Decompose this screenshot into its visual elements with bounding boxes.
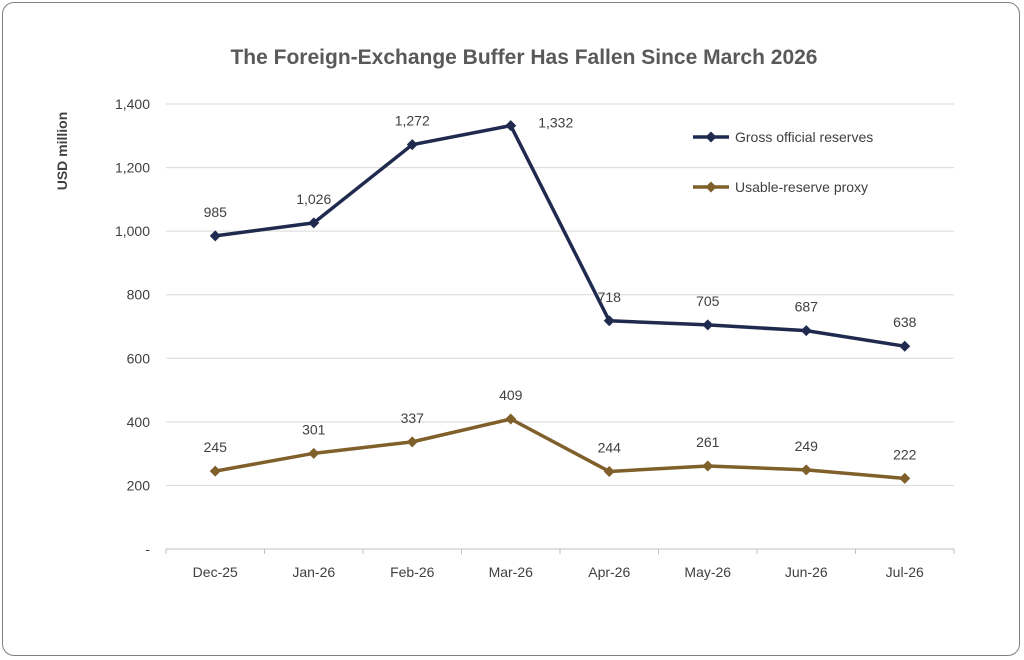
y-tick-label: 1,000 — [115, 223, 150, 239]
series-line — [213, 417, 907, 481]
legend-marker — [705, 131, 717, 143]
data-point — [603, 315, 615, 327]
data-label: 222 — [893, 446, 917, 462]
data-label: 638 — [893, 314, 917, 330]
data-point — [899, 340, 911, 352]
data-point — [308, 447, 320, 459]
data-label: 337 — [401, 410, 425, 426]
chart-title: The Foreign-Exchange Buffer Has Fallen S… — [230, 46, 817, 69]
series-usable-reserve-proxy — [209, 413, 911, 484]
x-tick-label: Apr-26 — [588, 564, 630, 580]
data-label: 718 — [598, 289, 622, 305]
data-point — [702, 460, 714, 472]
line-chart: The Foreign-Exchange Buffer Has Fallen S… — [54, 46, 955, 580]
gridlines — [166, 103, 954, 486]
data-label: 1,272 — [395, 113, 430, 129]
legend: Gross official reserves Usable-reserve pr… — [693, 129, 873, 195]
y-axis-label: USD million — [54, 112, 70, 191]
legend-label: Usable-reserve proxy — [735, 179, 868, 195]
data-label: 1,332 — [538, 115, 573, 131]
data-labels: 985 1,026 1,272 1,332 718 705 687 638 245 301 337 4… — [204, 113, 917, 463]
data-point — [505, 120, 517, 132]
y-tick-label: 1,200 — [115, 160, 150, 176]
data-label: 1,026 — [296, 191, 331, 207]
x-tick-label: Mar-26 — [489, 564, 534, 580]
data-label: 261 — [696, 434, 720, 450]
data-label: 249 — [795, 438, 819, 454]
data-label: 705 — [696, 293, 720, 309]
data-point — [406, 436, 418, 448]
y-tick-label: 1,400 — [115, 96, 150, 112]
x-tick-label: Jun-26 — [785, 564, 828, 580]
series-gross-official-reserves — [209, 120, 911, 352]
data-point — [702, 319, 714, 331]
legend-label: Gross official reserves — [735, 129, 873, 145]
x-tick-label: Feb-26 — [390, 564, 435, 580]
y-tick-label: 600 — [127, 350, 151, 366]
x-tick-label: Jul-26 — [886, 564, 924, 580]
data-point — [800, 325, 812, 337]
legend-marker — [705, 181, 717, 193]
legend-item: Gross official reserves — [693, 129, 873, 145]
data-label: 687 — [795, 299, 819, 315]
y-tick-label: 400 — [127, 414, 151, 430]
data-label: 409 — [499, 387, 523, 403]
data-point — [209, 465, 221, 477]
data-point — [406, 139, 418, 151]
series — [209, 120, 911, 484]
y-tick-label: 800 — [127, 287, 151, 303]
x-tick-label: Jan-26 — [292, 564, 335, 580]
legend-item: Usable-reserve proxy — [693, 179, 868, 195]
data-label: 985 — [204, 204, 228, 220]
x-tick-label: May-26 — [684, 564, 731, 580]
axes: - 200 400 600 800 1,000 1,200 1,400 Dec-25 Jan-26… — [115, 96, 955, 580]
series-line — [213, 123, 907, 348]
data-point — [209, 230, 221, 242]
x-tick-label: Dec-25 — [193, 564, 238, 580]
data-point — [603, 465, 615, 477]
data-label: 301 — [302, 421, 326, 437]
y-tick-label: 200 — [127, 477, 151, 493]
data-point — [308, 217, 320, 229]
data-label: 245 — [204, 439, 228, 455]
data-point — [899, 472, 911, 484]
y-tick-label: - — [145, 541, 150, 557]
data-point — [505, 413, 517, 425]
data-label: 244 — [598, 439, 622, 455]
data-point — [800, 464, 812, 476]
